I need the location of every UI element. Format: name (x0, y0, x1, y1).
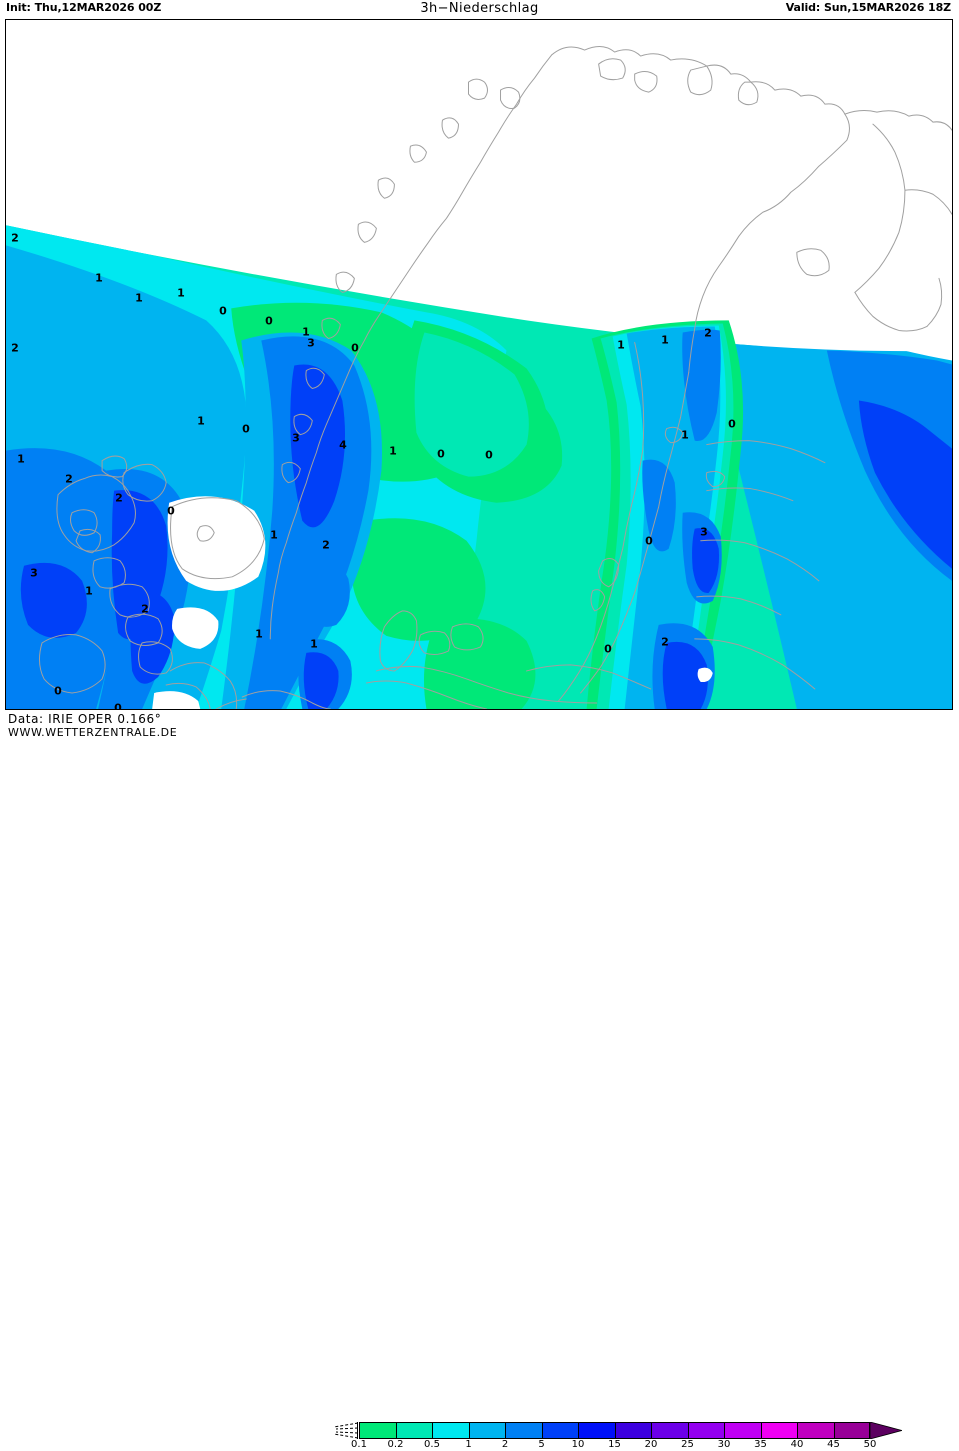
color-scale-tick-labels: 0.1 0.2 0.5 1 2 5 10 15 20 25 30 35 40 45 50 (351, 1439, 904, 1451)
color-scale-legend: 0.1 0.2 0.5 1 2 5 10 15 20 25 30 35 40 45 50 (332, 1422, 942, 1451)
color-scale-tick: 15 (608, 1439, 621, 1450)
data-source-label: Data: IRIE OPER 0.166° (8, 712, 162, 726)
color-scale-tick: 5 (538, 1439, 545, 1450)
map-footer: Data: IRIE OPER 0.166° WWW.WETTERZENTRAL… (0, 710, 959, 1450)
color-scale-tick: 2 (501, 1439, 509, 1450)
color-scale-swatch (760, 1422, 797, 1439)
color-scale-overflow-arrow (870, 1422, 902, 1439)
color-scale-tick: 50 (863, 1439, 877, 1450)
color-scale-swatch (797, 1422, 834, 1439)
color-scale-tick: 0.5 (424, 1439, 440, 1450)
color-scale-tick: 35 (754, 1439, 767, 1450)
color-scale-tick: 20 (644, 1439, 658, 1450)
color-scale-tick: 30 (717, 1439, 731, 1450)
valid-time-label: Valid: Sun,15MAR2026 18Z (785, 1, 951, 14)
color-scale-tick: 10 (571, 1439, 585, 1450)
color-scale-swatch (505, 1422, 542, 1439)
precipitation-field (6, 46, 952, 709)
color-scale-swatch (359, 1422, 396, 1439)
init-time-label: Init: Thu,12MAR2026 00Z (6, 1, 162, 14)
color-scale-tick: 0.2 (387, 1439, 404, 1450)
page-title: 3h−Niederschlag (420, 1, 539, 16)
website-label: WWW.WETTERZENTRALE.DE (8, 726, 178, 739)
color-scale-swatch (541, 1422, 578, 1439)
color-scale-swatch (614, 1422, 651, 1439)
color-scale-swatch (833, 1422, 870, 1439)
color-scale-swatch (651, 1422, 688, 1439)
color-scale-swatch (395, 1422, 432, 1439)
map-header: Init: Thu,12MAR2026 00Z 3h−Niederschlag … (0, 0, 959, 20)
color-scale-tick: 40 (790, 1439, 804, 1450)
color-scale-tick: 1 (465, 1439, 472, 1450)
color-scale-swatch (687, 1422, 724, 1439)
color-scale-swatch (432, 1422, 469, 1439)
color-scale-swatches (359, 1422, 870, 1439)
color-scale-swatch (468, 1422, 505, 1439)
color-scale-swatch (724, 1422, 761, 1439)
color-scale-tick: 45 (827, 1439, 840, 1450)
color-scale-swatch (578, 1422, 615, 1439)
color-scale-tick: 25 (681, 1439, 694, 1450)
trace-precip-marker-icon (333, 1422, 358, 1439)
color-scale-tick: 0.1 (351, 1439, 367, 1450)
